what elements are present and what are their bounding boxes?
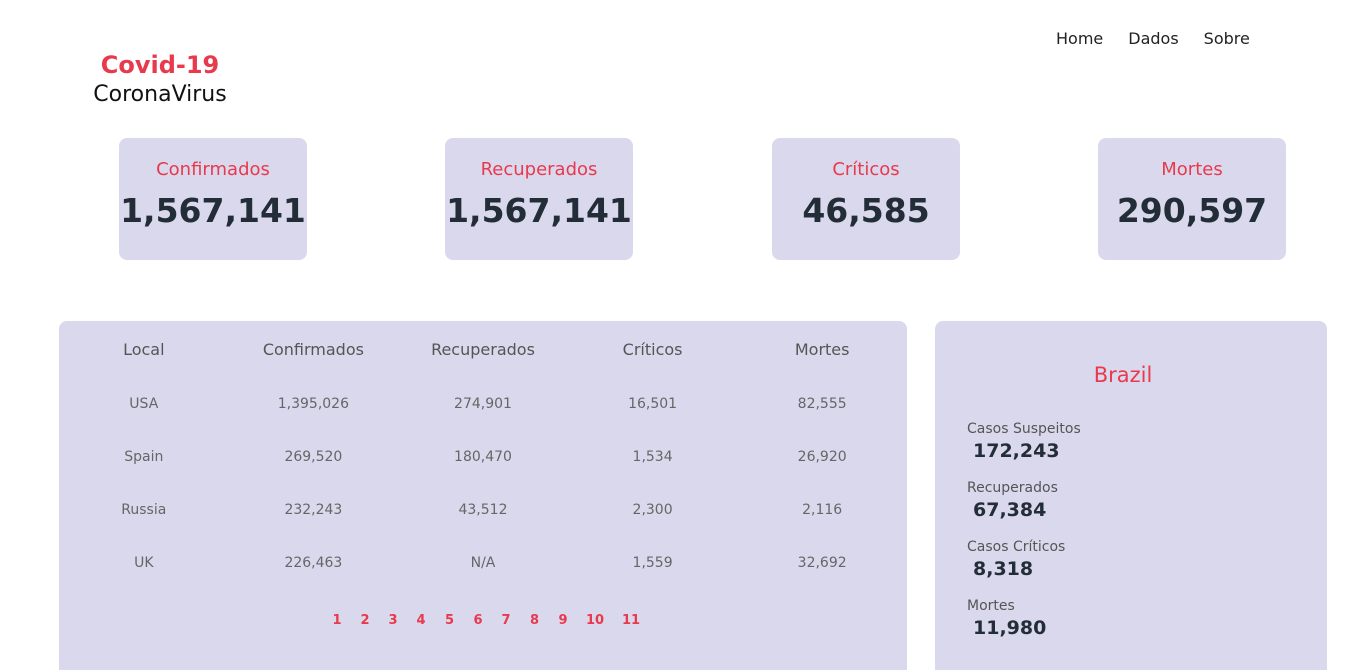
column-header-confirmados: Confirmados bbox=[262, 340, 364, 359]
table-cell: 2,300 bbox=[632, 502, 673, 518]
table-cell: 1,559 bbox=[632, 555, 673, 571]
table-cell: 274,901 bbox=[454, 396, 512, 412]
table-cell: Spain bbox=[124, 449, 164, 465]
table-cell: 2,116 bbox=[802, 502, 843, 518]
stat-label: Casos Críticos bbox=[967, 539, 1066, 555]
table-cell: 26,920 bbox=[797, 449, 847, 465]
table-cell: 16,501 bbox=[628, 396, 678, 412]
stat-label: Casos Suspeitos bbox=[967, 421, 1081, 437]
table-cell: 82,555 bbox=[797, 396, 847, 412]
logo-title: Covid-19 bbox=[100, 51, 220, 79]
summary-card-value: 1,567,141 bbox=[120, 191, 306, 230]
stat-recuperados: Recuperados 67,384 bbox=[967, 479, 1058, 523]
page-link-9[interactable]: 9 bbox=[558, 613, 568, 628]
page-link-7[interactable]: 7 bbox=[501, 613, 511, 628]
logo: Covid-19 CoronaVirus bbox=[70, 50, 250, 110]
stat-value: 11,980 bbox=[973, 617, 1047, 639]
table-row: Russia 232,243 43,512 2,300 2,116 bbox=[59, 502, 907, 518]
table-cell: UK bbox=[134, 555, 154, 571]
table-cell: USA bbox=[129, 396, 159, 412]
page-link-5[interactable]: 5 bbox=[444, 613, 455, 628]
stat-label: Mortes bbox=[967, 598, 1015, 614]
table-cell: Russia bbox=[121, 502, 167, 518]
column-header-criticos: Críticos bbox=[622, 340, 683, 359]
nav-link-home[interactable]: Home bbox=[1056, 29, 1104, 48]
table-cell: 43,512 bbox=[458, 502, 508, 518]
page-link-4[interactable]: 4 bbox=[416, 613, 426, 628]
table-cell: 180,470 bbox=[454, 449, 512, 465]
table-cell: 1,534 bbox=[632, 449, 673, 465]
table-row: UK 226,463 N/A 1,559 32,692 bbox=[59, 555, 907, 571]
summary-card-confirmados: Confirmados 1,567,141 bbox=[119, 138, 307, 260]
countries-table: Local Confirmados Recuperados Críticos M… bbox=[59, 321, 907, 670]
page-link-6[interactable]: 6 bbox=[473, 613, 483, 628]
brazil-title: Brazil bbox=[1093, 363, 1153, 387]
table-row: USA 1,395,026 274,901 16,501 82,555 bbox=[59, 396, 907, 412]
table-cell: 226,463 bbox=[284, 555, 343, 571]
column-header-local: Local bbox=[123, 340, 165, 359]
table-cell: 1,395,026 bbox=[277, 396, 350, 412]
brazil-panel: Brazil Casos Suspeitos 172,243 Recuperad… bbox=[935, 321, 1327, 670]
summary-card-criticos: Críticos 46,585 bbox=[772, 138, 960, 260]
stat-label: Recuperados bbox=[967, 480, 1058, 496]
summary-card-label: Confirmados bbox=[156, 159, 270, 180]
nav-link-dados[interactable]: Dados bbox=[1128, 29, 1179, 48]
stat-value: 172,243 bbox=[973, 440, 1060, 462]
page-link-2[interactable]: 2 bbox=[360, 613, 370, 628]
page-link-1[interactable]: 1 bbox=[332, 613, 342, 628]
stat-value: 8,318 bbox=[973, 558, 1034, 580]
table-cell: 232,243 bbox=[284, 502, 343, 518]
stat-mortes: Mortes 11,980 bbox=[967, 597, 1046, 641]
column-header-mortes: Mortes bbox=[794, 340, 850, 359]
page-link-3[interactable]: 3 bbox=[388, 613, 398, 628]
nav-link-sobre[interactable]: Sobre bbox=[1203, 29, 1250, 48]
table-cell: 32,692 bbox=[797, 555, 847, 571]
summary-card-recuperados: Recuperados 1,567,141 bbox=[445, 138, 633, 260]
page-link-8[interactable]: 8 bbox=[529, 613, 540, 628]
summary-card-label: Mortes bbox=[1161, 159, 1223, 180]
stat-casos-suspeitos: Casos Suspeitos 172,243 bbox=[967, 420, 1081, 464]
top-nav: Home Dados Sobre bbox=[1056, 28, 1250, 50]
page-link-11[interactable]: 11 bbox=[621, 613, 641, 628]
page-link-10[interactable]: 10 bbox=[585, 613, 605, 628]
logo-subtitle: CoronaVirus bbox=[93, 82, 227, 107]
stat-casos-criticos: Casos Críticos 8,318 bbox=[967, 538, 1065, 582]
table-row: Spain 269,520 180,470 1,534 26,920 bbox=[59, 449, 907, 465]
table-header-row: Local Confirmados Recuperados Críticos M… bbox=[59, 340, 907, 359]
summary-card-mortes: Mortes 290,597 bbox=[1098, 138, 1286, 260]
stat-value: 67,384 bbox=[973, 499, 1047, 521]
table-cell: 269,520 bbox=[284, 449, 343, 465]
summary-card-value: 46,585 bbox=[802, 191, 930, 230]
table-cell: N/A bbox=[470, 555, 496, 571]
column-header-recuperados: Recuperados bbox=[431, 340, 535, 359]
summary-card-value: 290,597 bbox=[1116, 191, 1268, 230]
summary-card-label: Críticos bbox=[832, 159, 900, 180]
summary-card-value: 1,567,141 bbox=[446, 191, 632, 230]
pagination: 1 2 3 4 5 6 7 8 9 10 11 bbox=[59, 613, 649, 628]
summary-card-label: Recuperados bbox=[480, 159, 598, 180]
